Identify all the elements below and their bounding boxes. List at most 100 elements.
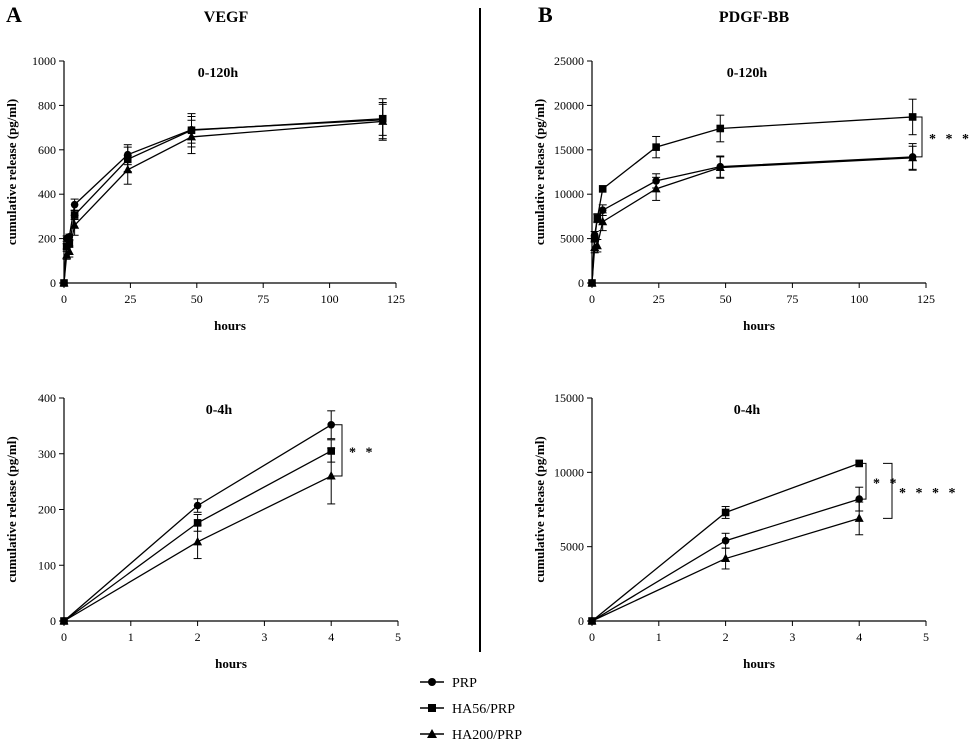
data-point-ha200-prp bbox=[587, 616, 597, 625]
data-point-ha200-prp bbox=[123, 164, 133, 174]
x-tick-label: 5 bbox=[923, 630, 929, 644]
data-point-ha56-prp bbox=[908, 113, 917, 121]
y-tick-label: 800 bbox=[38, 98, 56, 112]
panel-a-title: VEGF bbox=[204, 9, 249, 26]
x-tick-label: 3 bbox=[261, 630, 267, 644]
data-point-ha200-prp bbox=[186, 131, 196, 141]
series-ha200-prp bbox=[59, 447, 336, 625]
data-point-ha200-prp bbox=[587, 278, 597, 287]
data-point-prp bbox=[70, 200, 79, 209]
series-line-ha200-prp bbox=[591, 157, 913, 284]
y-axis-label: cumulative release (pg/ml) bbox=[532, 99, 547, 245]
legend-circle-marker bbox=[428, 678, 436, 686]
y-tick-label: 0 bbox=[578, 614, 584, 628]
series-ha56-prp bbox=[588, 98, 917, 287]
data-point-ha200-prp bbox=[326, 471, 336, 480]
x-tick-label: 100 bbox=[850, 292, 868, 306]
significance-bracket: * * bbox=[333, 424, 376, 477]
y-tick-label: 400 bbox=[38, 187, 56, 201]
data-point-ha200-prp bbox=[598, 216, 608, 226]
x-tick-label: 1 bbox=[128, 630, 134, 644]
x-tick-label: 25 bbox=[653, 292, 665, 306]
legend-label-prp: PRP bbox=[452, 676, 477, 691]
y-tick-label: 25000 bbox=[554, 54, 584, 68]
x-tick-label: 0 bbox=[589, 630, 595, 644]
series-line-prp bbox=[591, 156, 913, 284]
series-line-prp bbox=[63, 119, 383, 284]
legend-label-ha200: HA200/PRP bbox=[452, 728, 522, 741]
x-tick-label: 0 bbox=[61, 292, 67, 306]
x-tick-label: 75 bbox=[786, 292, 798, 306]
series-ha200-prp bbox=[587, 145, 918, 287]
data-point-ha56-prp bbox=[716, 124, 725, 133]
data-point-ha56-prp bbox=[590, 234, 599, 243]
data-point-prp bbox=[721, 536, 730, 545]
y-tick-label: 200 bbox=[38, 232, 56, 246]
x-tick-label: 100 bbox=[321, 292, 339, 306]
x-tick-label: 4 bbox=[856, 630, 862, 644]
data-point-ha200-prp bbox=[715, 162, 725, 172]
series-prp bbox=[60, 103, 387, 287]
panel-b-letter: B bbox=[538, 2, 553, 27]
significance-bracket: * * bbox=[857, 462, 900, 500]
data-point-ha200-prp bbox=[59, 278, 69, 287]
significance-stars: * * * bbox=[929, 132, 969, 147]
x-axis-label: hours bbox=[214, 318, 246, 333]
x-axis-label: hours bbox=[215, 656, 247, 671]
y-axis-label: cumulative release (pg/ml) bbox=[4, 99, 19, 245]
legend-item-ha200: HA200/PRP bbox=[420, 728, 522, 741]
series-line-ha56-prp bbox=[63, 118, 383, 284]
x-tick-label: 0 bbox=[589, 292, 595, 306]
chart-subtitle: 0-120h bbox=[727, 66, 768, 81]
legend-triangle-marker bbox=[427, 729, 437, 738]
x-tick-label: 50 bbox=[720, 292, 732, 306]
y-tick-label: 200 bbox=[38, 503, 56, 517]
y-axis-label: cumulative release (pg/ml) bbox=[532, 436, 547, 582]
chart-vegf-0-120h: 0 200 400 600 800 1000 0 25 50 75 100 125 hours cumul… bbox=[4, 54, 405, 333]
series-ha56-prp bbox=[60, 98, 387, 287]
series-ha200-prp bbox=[59, 102, 388, 287]
legend-item-prp: PRP bbox=[420, 676, 477, 691]
legend: PRP HA56/PRP HA200/PRP bbox=[420, 676, 522, 741]
y-tick-label: 600 bbox=[38, 143, 56, 157]
significance-bracket: * * * bbox=[913, 116, 969, 158]
y-tick-label: 400 bbox=[38, 391, 56, 405]
x-tick-label: 2 bbox=[195, 630, 201, 644]
chart-pdgf-0-4h: 0 5000 10000 15000 0 1 2 3 4 5 hours cumulative rel… bbox=[532, 391, 959, 671]
significance-stars: * * * * bbox=[899, 486, 959, 501]
data-point-ha200-prp bbox=[64, 246, 74, 255]
data-point-ha200-prp bbox=[651, 183, 661, 193]
significance-stars: * * bbox=[873, 476, 900, 491]
chart-subtitle: 0-4h bbox=[206, 403, 233, 418]
y-tick-label: 10000 bbox=[554, 465, 584, 479]
data-point-prp bbox=[598, 206, 607, 214]
data-point-prp bbox=[193, 501, 202, 510]
x-tick-label: 125 bbox=[387, 292, 405, 306]
data-point-prp bbox=[327, 420, 336, 429]
x-tick-label: 5 bbox=[395, 630, 401, 644]
series-line-ha56-prp bbox=[591, 116, 913, 284]
y-tick-label: 20000 bbox=[554, 98, 584, 112]
legend-label-ha56: HA56/PRP bbox=[452, 702, 515, 717]
x-tick-label: 1 bbox=[656, 630, 662, 644]
y-tick-label: 300 bbox=[38, 447, 56, 461]
x-tick-label: 125 bbox=[917, 292, 935, 306]
data-point-ha200-prp bbox=[908, 152, 918, 162]
bracket-line bbox=[333, 424, 343, 477]
chart-subtitle: 0-120h bbox=[198, 66, 239, 81]
y-tick-label: 100 bbox=[38, 558, 56, 572]
x-tick-label: 4 bbox=[328, 630, 334, 644]
data-point-ha200-prp bbox=[193, 536, 203, 546]
significance-stars: * * bbox=[349, 445, 376, 460]
y-tick-label: 5000 bbox=[560, 540, 584, 554]
y-axis-label: cumulative release (pg/ml) bbox=[4, 436, 19, 582]
data-point-ha200-prp bbox=[70, 220, 80, 229]
data-point-ha200-prp bbox=[854, 513, 864, 522]
x-axis-label: hours bbox=[743, 656, 775, 671]
chart-pdgf-0-120h: 0 5000 10000 15000 20000 25000 0 25 50 75 100 125 ho… bbox=[532, 54, 969, 333]
significance-bracket: * * * * bbox=[883, 462, 959, 519]
x-tick-label: 75 bbox=[257, 292, 269, 306]
data-point-ha56-prp bbox=[721, 508, 730, 517]
x-axis-label: hours bbox=[743, 318, 775, 333]
series-line-ha200-prp bbox=[63, 120, 383, 284]
